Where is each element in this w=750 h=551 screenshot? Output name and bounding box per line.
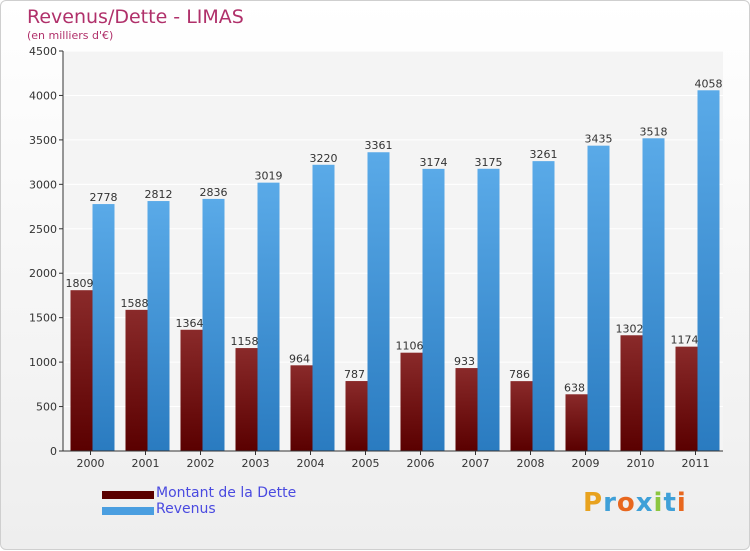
bar-debt	[455, 368, 478, 451]
y-tick-label: 0	[50, 445, 57, 458]
logo-letter: i	[676, 488, 687, 518]
data-label-debt: 638	[564, 381, 585, 394]
logo-letter: r	[603, 488, 617, 518]
x-tick-label: 2004	[297, 457, 325, 470]
plot-area	[63, 51, 723, 451]
bar-revenus	[532, 161, 555, 451]
bar-revenus	[147, 201, 170, 451]
x-tick-label: 2000	[77, 457, 105, 470]
bar-debt	[235, 348, 258, 451]
bar-revenus	[642, 138, 665, 452]
legend-swatch-debt	[102, 491, 154, 499]
data-label-debt: 1106	[396, 340, 424, 353]
y-tick-label: 4500	[29, 45, 57, 58]
data-label-debt: 964	[289, 352, 310, 365]
bar-revenus	[257, 182, 280, 451]
legend-label-debt: Montant de la Dette	[156, 485, 297, 501]
logo-letter: i	[653, 488, 664, 518]
data-label-debt: 1174	[671, 334, 699, 347]
data-label-revenus: 3220	[310, 152, 338, 165]
data-label-debt: 1588	[121, 297, 149, 310]
data-label-revenus: 4058	[695, 77, 723, 90]
data-label-debt: 787	[344, 368, 365, 381]
x-tick-label: 2006	[407, 457, 435, 470]
data-label-debt: 786	[509, 368, 530, 381]
x-tick-label: 2003	[242, 457, 270, 470]
legend-label-revenus: Revenus	[156, 501, 216, 517]
data-label-revenus: 3175	[475, 156, 503, 169]
y-tick-label: 2500	[29, 223, 57, 236]
logo-letter: x	[635, 488, 654, 518]
bar-debt	[400, 352, 423, 451]
bar-revenus	[587, 145, 610, 451]
bar-debt	[675, 346, 698, 451]
bar-revenus	[92, 204, 115, 451]
data-label-revenus: 3261	[530, 148, 558, 161]
data-label-revenus: 3361	[365, 139, 393, 152]
x-tick-label: 2002	[187, 457, 215, 470]
bar-debt	[180, 329, 203, 451]
y-tick-label: 1500	[29, 312, 57, 325]
chart-subtitle: (en milliers d'€)	[27, 29, 114, 42]
data-label-debt: 1809	[66, 277, 94, 290]
y-tick-label: 3000	[29, 178, 57, 191]
x-tick-label: 2008	[517, 457, 545, 470]
x-tick-label: 2005	[352, 457, 380, 470]
y-tick-label: 3500	[29, 134, 57, 147]
bar-debt	[290, 365, 313, 451]
data-label-debt: 1158	[231, 335, 259, 348]
bar-debt	[70, 290, 93, 451]
bar-revenus	[367, 152, 390, 451]
bar-revenus	[477, 168, 500, 451]
x-tick-label: 2001	[132, 457, 160, 470]
x-tick-label: 2007	[462, 457, 490, 470]
data-label-debt: 933	[454, 355, 475, 368]
bar-revenus	[422, 168, 445, 451]
logo-letter: P	[583, 488, 604, 518]
bar-revenus	[312, 164, 335, 451]
data-label-revenus: 2812	[145, 188, 173, 201]
x-tick-label: 2010	[627, 457, 655, 470]
data-label-debt: 1302	[616, 322, 644, 335]
data-label-revenus: 3518	[640, 125, 668, 138]
data-label-revenus: 2778	[90, 191, 118, 204]
x-tick-label: 2009	[572, 457, 600, 470]
y-tick-label: 1000	[29, 356, 57, 369]
data-label-revenus: 3019	[255, 170, 283, 183]
proxiti-logo: Proxiti	[583, 488, 687, 518]
bar-revenus	[697, 90, 720, 452]
y-tick-label: 2000	[29, 267, 57, 280]
x-tick-label: 2011	[682, 457, 710, 470]
data-label-revenus: 3435	[585, 133, 613, 146]
bar-debt	[345, 381, 368, 451]
bar-debt	[125, 309, 148, 451]
logo-letter: o	[616, 488, 636, 518]
legend-swatch-revenus	[102, 507, 154, 515]
bar-debt	[510, 381, 533, 451]
data-label-revenus: 3174	[420, 156, 448, 169]
data-label-debt: 1364	[176, 317, 204, 330]
bar-debt	[565, 394, 588, 451]
logo-letter: t	[663, 488, 677, 518]
chart-title: Revenus/Dette - LIMAS	[27, 6, 244, 28]
bar-debt	[620, 335, 643, 451]
y-tick-label: 4000	[29, 89, 57, 102]
y-tick-label: 500	[36, 401, 57, 414]
data-label-revenus: 2836	[200, 186, 228, 199]
bar-revenus	[202, 198, 225, 451]
